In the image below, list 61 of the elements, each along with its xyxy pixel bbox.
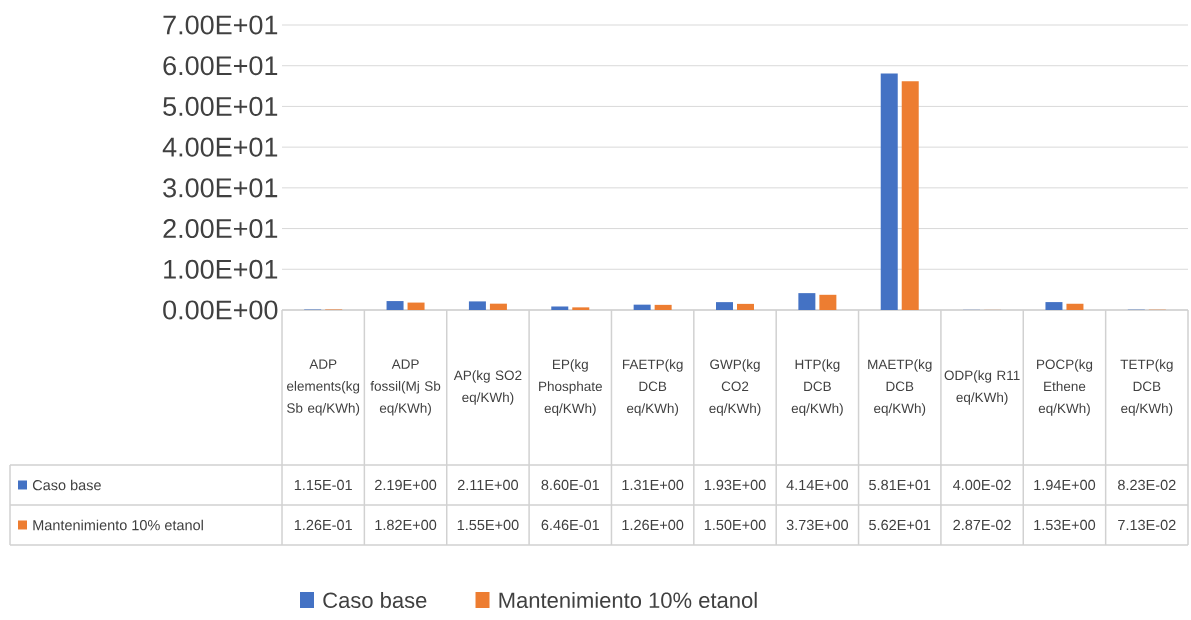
bar bbox=[489, 303, 507, 310]
legend-label: Mantenimiento 10% etanol bbox=[33, 519, 203, 531]
data-label: 1.53E+00 bbox=[1034, 519, 1096, 531]
bar bbox=[798, 293, 816, 310]
data-label: 1.26E+00 bbox=[622, 519, 684, 531]
y-tick-label: 5.00E+01 bbox=[163, 96, 278, 116]
bar bbox=[737, 303, 755, 310]
text: Caso base bbox=[323, 591, 427, 609]
bar bbox=[1045, 302, 1063, 310]
legend-label: Caso base bbox=[32, 479, 101, 491]
x-tick-label: ADP elements(kg Sb eq/KWh) bbox=[287, 359, 360, 416]
bar bbox=[716, 302, 734, 310]
data-label: 8.60E-01 bbox=[541, 479, 599, 491]
y-tick-label: 3.00E+01 bbox=[163, 178, 278, 198]
bar bbox=[654, 304, 672, 310]
y-tick-label: 7.00E+01 bbox=[163, 15, 278, 35]
data-label: 8.23E-02 bbox=[1118, 479, 1176, 491]
data-label: 1.55E+00 bbox=[457, 519, 519, 531]
data-label: 2.11E+00 bbox=[457, 479, 519, 491]
x-tick-label: AP(kg SO2 eq/KWh) bbox=[453, 370, 522, 405]
data-label: 3.73E+00 bbox=[786, 519, 849, 531]
x-tick-label: TETP(kg DCB eq/KWh) bbox=[1120, 359, 1173, 416]
data-label: 1.93E+00 bbox=[704, 479, 766, 491]
data-label: 1.31E+00 bbox=[622, 479, 684, 491]
data-label: 2.19E+00 bbox=[375, 479, 437, 491]
x-tick-label: POCP(kg Ethene eq/KWh) bbox=[1037, 359, 1093, 416]
x-tick-label: MAETP(kg DCB eq/KWh) bbox=[868, 359, 932, 416]
bar bbox=[551, 306, 569, 310]
data-label: 1.94E+00 bbox=[1034, 479, 1096, 491]
x-tick-label: FAETP(kg DCB eq/KWh) bbox=[623, 359, 683, 416]
bar bbox=[819, 294, 837, 310]
data-label: 1.50E+00 bbox=[704, 519, 766, 531]
bar bbox=[468, 301, 486, 310]
x-tick-label: HTP(kg DCB eq/KWh) bbox=[791, 359, 843, 416]
data-label: 4.14E+00 bbox=[786, 479, 849, 491]
data-label: 1.82E+00 bbox=[375, 519, 437, 531]
bar bbox=[1066, 303, 1084, 310]
y-tick-label: 2.00E+01 bbox=[163, 219, 278, 239]
bar bbox=[407, 302, 425, 310]
y-tick-label: 1.00E+01 bbox=[164, 259, 278, 279]
data-label: 5.62E+01 bbox=[869, 519, 931, 531]
x-tick-label: ODP(kg R11 eq/KWh) bbox=[944, 370, 1020, 405]
data-label: 2.87E-02 bbox=[953, 519, 1011, 531]
bar bbox=[880, 73, 898, 310]
y-tick-label: 0.00E+00 bbox=[163, 300, 278, 320]
text: Mantenimiento 10% etanol bbox=[499, 591, 757, 609]
x-tick-label: ADP fossil(Mj Sb eq/KWh) bbox=[370, 359, 441, 416]
bar bbox=[572, 307, 590, 310]
data-label: 4.00E-02 bbox=[953, 479, 1011, 491]
bar bbox=[386, 301, 404, 310]
x-tick-label: GWP(kg CO2 eq/KWh) bbox=[709, 359, 761, 416]
data-label: 1.26E-01 bbox=[294, 519, 352, 531]
data-label: 7.13E-02 bbox=[1118, 519, 1176, 531]
data-label: 5.81E+01 bbox=[869, 479, 931, 491]
y-tick-label: 6.00E+01 bbox=[163, 56, 278, 76]
y-tick-label: 4.00E+01 bbox=[162, 137, 278, 157]
x-tick-label: EP(kg Phosphate eq/KWh) bbox=[539, 359, 602, 416]
bar bbox=[633, 304, 651, 310]
bar bbox=[901, 81, 919, 310]
data-label: 6.46E-01 bbox=[541, 519, 599, 531]
data-label: 1.15E-01 bbox=[294, 479, 352, 491]
